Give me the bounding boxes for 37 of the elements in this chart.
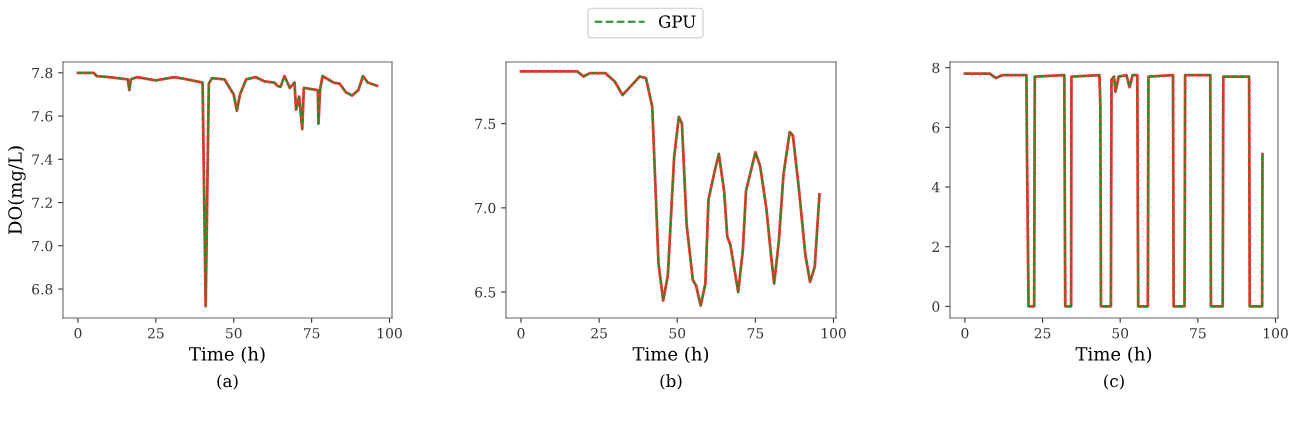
text: (b) xyxy=(660,374,682,390)
text: (a) xyxy=(217,374,238,390)
y-tick-label: 8 xyxy=(932,62,940,74)
x-tick-label: 25 xyxy=(1034,327,1051,339)
x-tick-label: 50 xyxy=(1112,327,1129,339)
y-tick-label: 7.6 xyxy=(32,111,53,122)
y-tick-label: 7.8 xyxy=(32,67,53,79)
y-tick-label: 0 xyxy=(932,301,940,312)
y-tick-label: 7.4 xyxy=(32,154,53,165)
y-tick-label: 6.5 xyxy=(475,287,496,298)
y-axis-title: DO(mg/L) xyxy=(7,146,26,235)
x-tick-label: 75 xyxy=(303,328,320,339)
x-tick-label: 25 xyxy=(147,327,164,339)
y-tick-label: 2 xyxy=(932,241,939,252)
y-tick-label: 7.0 xyxy=(475,202,496,214)
y-tick-label: 7.5 xyxy=(475,118,496,130)
x-tick-label: 100 xyxy=(377,327,402,339)
y-tick-label: 6 xyxy=(932,122,940,133)
y-tick-label: 4 xyxy=(931,181,940,193)
y-tick-label: 7.2 xyxy=(32,197,52,209)
x-tick-label: 75 xyxy=(747,328,764,339)
legend-label: GPU xyxy=(658,15,696,28)
y-tick-label: 7.0 xyxy=(32,240,53,252)
x-tick-label: 50 xyxy=(669,327,686,339)
y-tick-label: 6.8 xyxy=(32,284,53,295)
x-tick-label: 25 xyxy=(591,327,607,339)
x-axis-title: Time (h) xyxy=(632,346,709,364)
x-tick-label: 50 xyxy=(226,327,242,339)
x-tick-label: 0 xyxy=(517,327,525,339)
x-tick-label: 0 xyxy=(74,327,82,339)
x-tick-label: 100 xyxy=(821,327,846,339)
x-tick-label: 0 xyxy=(961,327,969,339)
x-tick-label: 75 xyxy=(1190,328,1206,339)
x-axis-title: Time (h) xyxy=(1075,346,1152,364)
x-axis-title: Time (h) xyxy=(189,346,265,364)
x-tick-label: 100 xyxy=(1263,327,1288,339)
text: (c) xyxy=(1104,374,1124,390)
